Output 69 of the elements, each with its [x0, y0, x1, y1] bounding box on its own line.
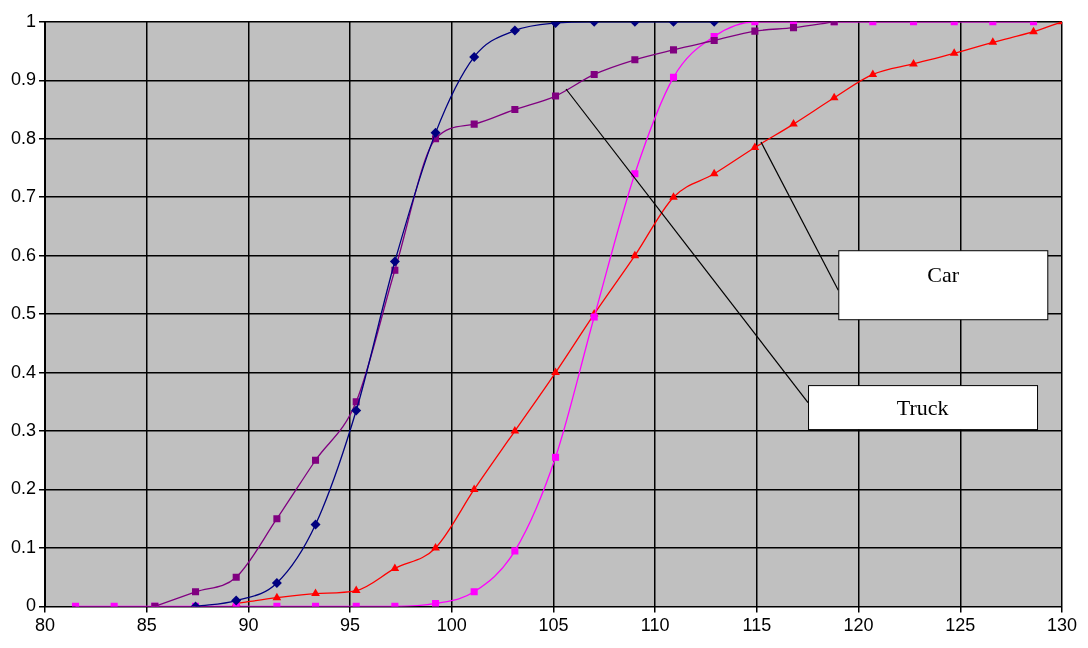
- y-tick-label: 0.2: [10, 478, 37, 499]
- point: [192, 588, 200, 596]
- y-tick-label: 0.4: [10, 361, 37, 382]
- point: [631, 56, 639, 64]
- point: [590, 313, 598, 321]
- point: [789, 119, 798, 127]
- point: [669, 192, 678, 200]
- y-tick-label: 0.9: [10, 69, 37, 90]
- x-tick-label: 110: [640, 615, 670, 636]
- point: [273, 515, 281, 523]
- y-tick-label: 0.5: [10, 303, 37, 324]
- x-tick-label: 130: [1046, 615, 1078, 636]
- point: [1029, 26, 1038, 35]
- point: [709, 168, 719, 177]
- point: [511, 547, 519, 555]
- point: [511, 105, 519, 114]
- point: [272, 592, 282, 601]
- point: [470, 120, 478, 128]
- x-tick-label: 105: [538, 615, 569, 636]
- point: [750, 142, 760, 150]
- point: [469, 484, 479, 492]
- point: [430, 127, 441, 138]
- point: [789, 24, 798, 32]
- y-tick-label: 0.1: [10, 536, 37, 557]
- point: [431, 542, 440, 551]
- point: [552, 453, 560, 461]
- point: [310, 519, 321, 530]
- y-tick-label: 0.8: [10, 127, 37, 148]
- x-tick-label: 100: [436, 615, 467, 636]
- point: [432, 599, 440, 607]
- x-tick-label: 90: [238, 615, 259, 636]
- point: [909, 58, 918, 67]
- x-tick-label: 85: [136, 615, 157, 636]
- point: [630, 250, 640, 259]
- y-tick-label: 1: [26, 10, 37, 31]
- point: [590, 70, 598, 78]
- point: [389, 256, 400, 267]
- annotation: Truck: [896, 394, 949, 421]
- point: [232, 573, 240, 581]
- point: [311, 588, 320, 597]
- point: [312, 456, 320, 464]
- point: [751, 27, 759, 35]
- point: [469, 51, 480, 62]
- y-tick-label: 0.6: [10, 244, 37, 265]
- point: [470, 588, 478, 596]
- point: [271, 578, 282, 589]
- x-tick-label: 125: [945, 615, 976, 636]
- y-tick-label: 0: [26, 595, 37, 616]
- point: [510, 426, 520, 434]
- point: [351, 405, 362, 416]
- y-tick-label: 0.7: [10, 186, 37, 207]
- point: [351, 585, 361, 594]
- point: [551, 367, 560, 376]
- x-tick-label: 115: [742, 615, 772, 636]
- point: [868, 69, 878, 77]
- point: [988, 37, 998, 45]
- point: [829, 92, 839, 101]
- point: [509, 25, 520, 36]
- point: [710, 36, 718, 45]
- point: [669, 73, 678, 81]
- point: [552, 92, 560, 100]
- point: [390, 563, 400, 571]
- x-tick-label: 95: [340, 615, 361, 636]
- annotation: Car: [927, 261, 960, 288]
- point: [949, 48, 959, 56]
- x-tick-label: 120: [843, 615, 874, 636]
- x-tick-label: 80: [35, 615, 56, 636]
- point: [669, 46, 678, 54]
- y-tick-label: 0.3: [10, 419, 37, 440]
